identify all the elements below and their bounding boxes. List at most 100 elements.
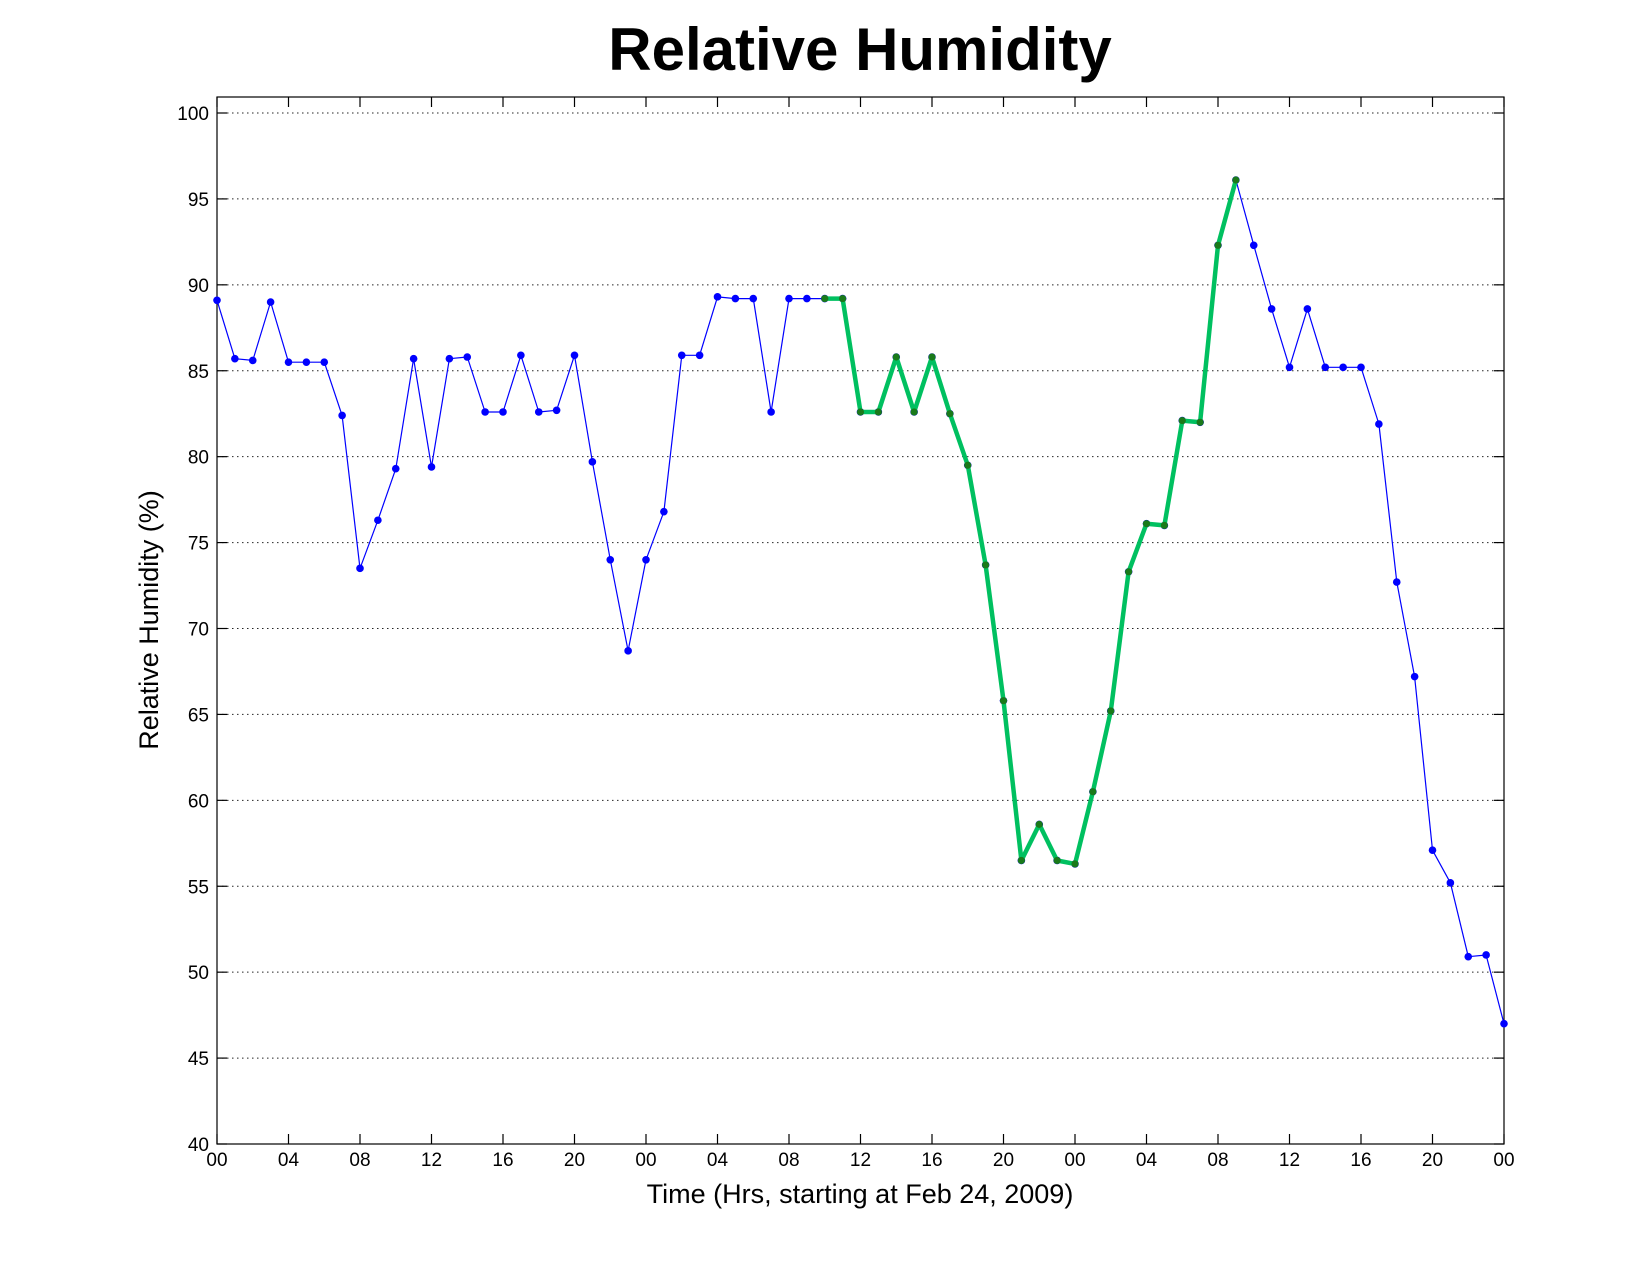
main-point-59 [1267, 305, 1276, 313]
x-tick-label-1: 04 [278, 1150, 300, 1171]
y-tick-label-50: 50 [188, 963, 209, 984]
x-tick-label-0: 00 [206, 1150, 227, 1171]
y-tick-label-55: 55 [188, 877, 209, 898]
x-tick-label-16: 16 [1350, 1150, 1371, 1171]
highlight-series-line [824, 179, 1239, 867]
main-point-27 [695, 351, 704, 360]
main-point-71 [1482, 951, 1490, 959]
y-tick-label-70: 70 [188, 620, 209, 641]
main-point-14 [463, 353, 472, 361]
y-tick-label-45: 45 [188, 1049, 209, 1070]
x-tick-label-17: 20 [1422, 1150, 1443, 1171]
highlight-point-11 [1017, 856, 1025, 865]
main-point-32 [785, 294, 793, 303]
main-point-19 [552, 406, 561, 415]
highlight-point-10 [999, 697, 1008, 705]
main-point-1 [231, 354, 239, 363]
x-tick-label-18: 00 [1493, 1150, 1514, 1171]
x-tick-label-14: 08 [1207, 1150, 1228, 1171]
highlight-point-8 [964, 461, 972, 469]
data-series [213, 176, 1508, 1028]
main-point-29 [731, 294, 740, 303]
y-tick-label-40: 40 [188, 1135, 209, 1156]
main-point-3 [266, 298, 275, 306]
main-point-72 [1500, 1019, 1508, 1028]
y-gridlines [217, 112, 1504, 1059]
y-tick-label-90: 90 [188, 276, 209, 297]
highlight-point-2 [856, 408, 865, 416]
highlight-point-7 [946, 410, 954, 418]
main-point-17 [517, 351, 525, 360]
main-point-11 [409, 354, 418, 363]
main-point-33 [803, 294, 811, 303]
x-tick-label-5: 20 [564, 1150, 585, 1171]
main-point-12 [427, 463, 436, 471]
highlight-point-21 [1196, 418, 1204, 426]
highlight-point-13 [1053, 856, 1061, 865]
highlight-point-23 [1232, 176, 1240, 184]
x-tick-label-15: 12 [1279, 1150, 1300, 1171]
x-tick-label-8: 08 [778, 1150, 799, 1171]
highlight-point-17 [1125, 568, 1133, 576]
main-point-68 [1428, 846, 1437, 854]
x-tick-label-9: 12 [850, 1150, 871, 1171]
highlight-point-18 [1142, 520, 1151, 528]
x-tick-label-11: 20 [993, 1150, 1014, 1171]
y-tick-label-65: 65 [188, 705, 209, 726]
main-point-70 [1464, 952, 1473, 961]
plot-frame [216, 96, 1505, 1145]
main-point-13 [445, 354, 454, 363]
main-point-26 [677, 351, 686, 360]
main-point-15 [481, 408, 489, 416]
highlight-point-19 [1160, 521, 1168, 530]
main-point-25 [660, 507, 668, 516]
y-tick-label-100: 100 [177, 104, 209, 125]
highlight-point-3 [874, 408, 882, 416]
main-point-10 [391, 464, 400, 473]
x-tick-label-3: 12 [421, 1150, 442, 1171]
y-tick-label-95: 95 [188, 190, 209, 211]
main-point-4 [284, 358, 293, 366]
main-point-69 [1446, 879, 1455, 887]
highlight-point-14 [1071, 860, 1079, 868]
highlight-point-1 [839, 294, 847, 303]
highlight-point-16 [1107, 707, 1115, 715]
main-point-61 [1303, 305, 1312, 313]
main-point-65 [1375, 420, 1383, 428]
main-point-8 [356, 564, 364, 573]
y-axis-label: Relative Humidity (%) [134, 490, 164, 750]
main-point-22 [606, 555, 615, 564]
y-tick-label-85: 85 [188, 362, 209, 383]
main-series-line [216, 179, 1505, 1024]
main-point-58 [1249, 241, 1258, 250]
main-point-23 [624, 647, 632, 655]
highlight-point-22 [1214, 241, 1222, 249]
highlight-point-4 [892, 353, 900, 361]
main-point-0 [213, 296, 221, 305]
main-point-62 [1321, 363, 1330, 372]
x-tick-label-4: 16 [492, 1150, 513, 1171]
x-tick-label-6: 00 [635, 1150, 656, 1171]
main-point-63 [1339, 363, 1347, 372]
y-tick-label-60: 60 [188, 791, 209, 812]
main-point-20 [570, 351, 579, 360]
main-point-60 [1285, 363, 1294, 372]
main-point-28 [713, 293, 722, 301]
main-point-66 [1392, 578, 1401, 586]
x-tick-label-2: 08 [349, 1150, 370, 1171]
highlight-point-9 [982, 561, 990, 569]
highlight-point-6 [928, 353, 936, 361]
main-point-30 [749, 294, 758, 303]
highlight-point-5 [910, 408, 918, 416]
main-point-5 [302, 358, 311, 366]
main-point-18 [534, 408, 543, 416]
main-point-16 [499, 408, 507, 416]
x-tick-labels: 00 04 08 12 16 20 00 04 08 12 16 20 00 04 08 12 16 20 00 [206, 1150, 1514, 1171]
x-axis-label: Time (Hrs, starting at Feb 24, 2009) [647, 1179, 1074, 1209]
main-point-21 [588, 458, 597, 466]
x-tick-label-12: 00 [1064, 1150, 1085, 1171]
highlight-point-15 [1089, 788, 1097, 796]
y-tick-label-75: 75 [188, 534, 209, 555]
main-point-9 [374, 516, 382, 525]
